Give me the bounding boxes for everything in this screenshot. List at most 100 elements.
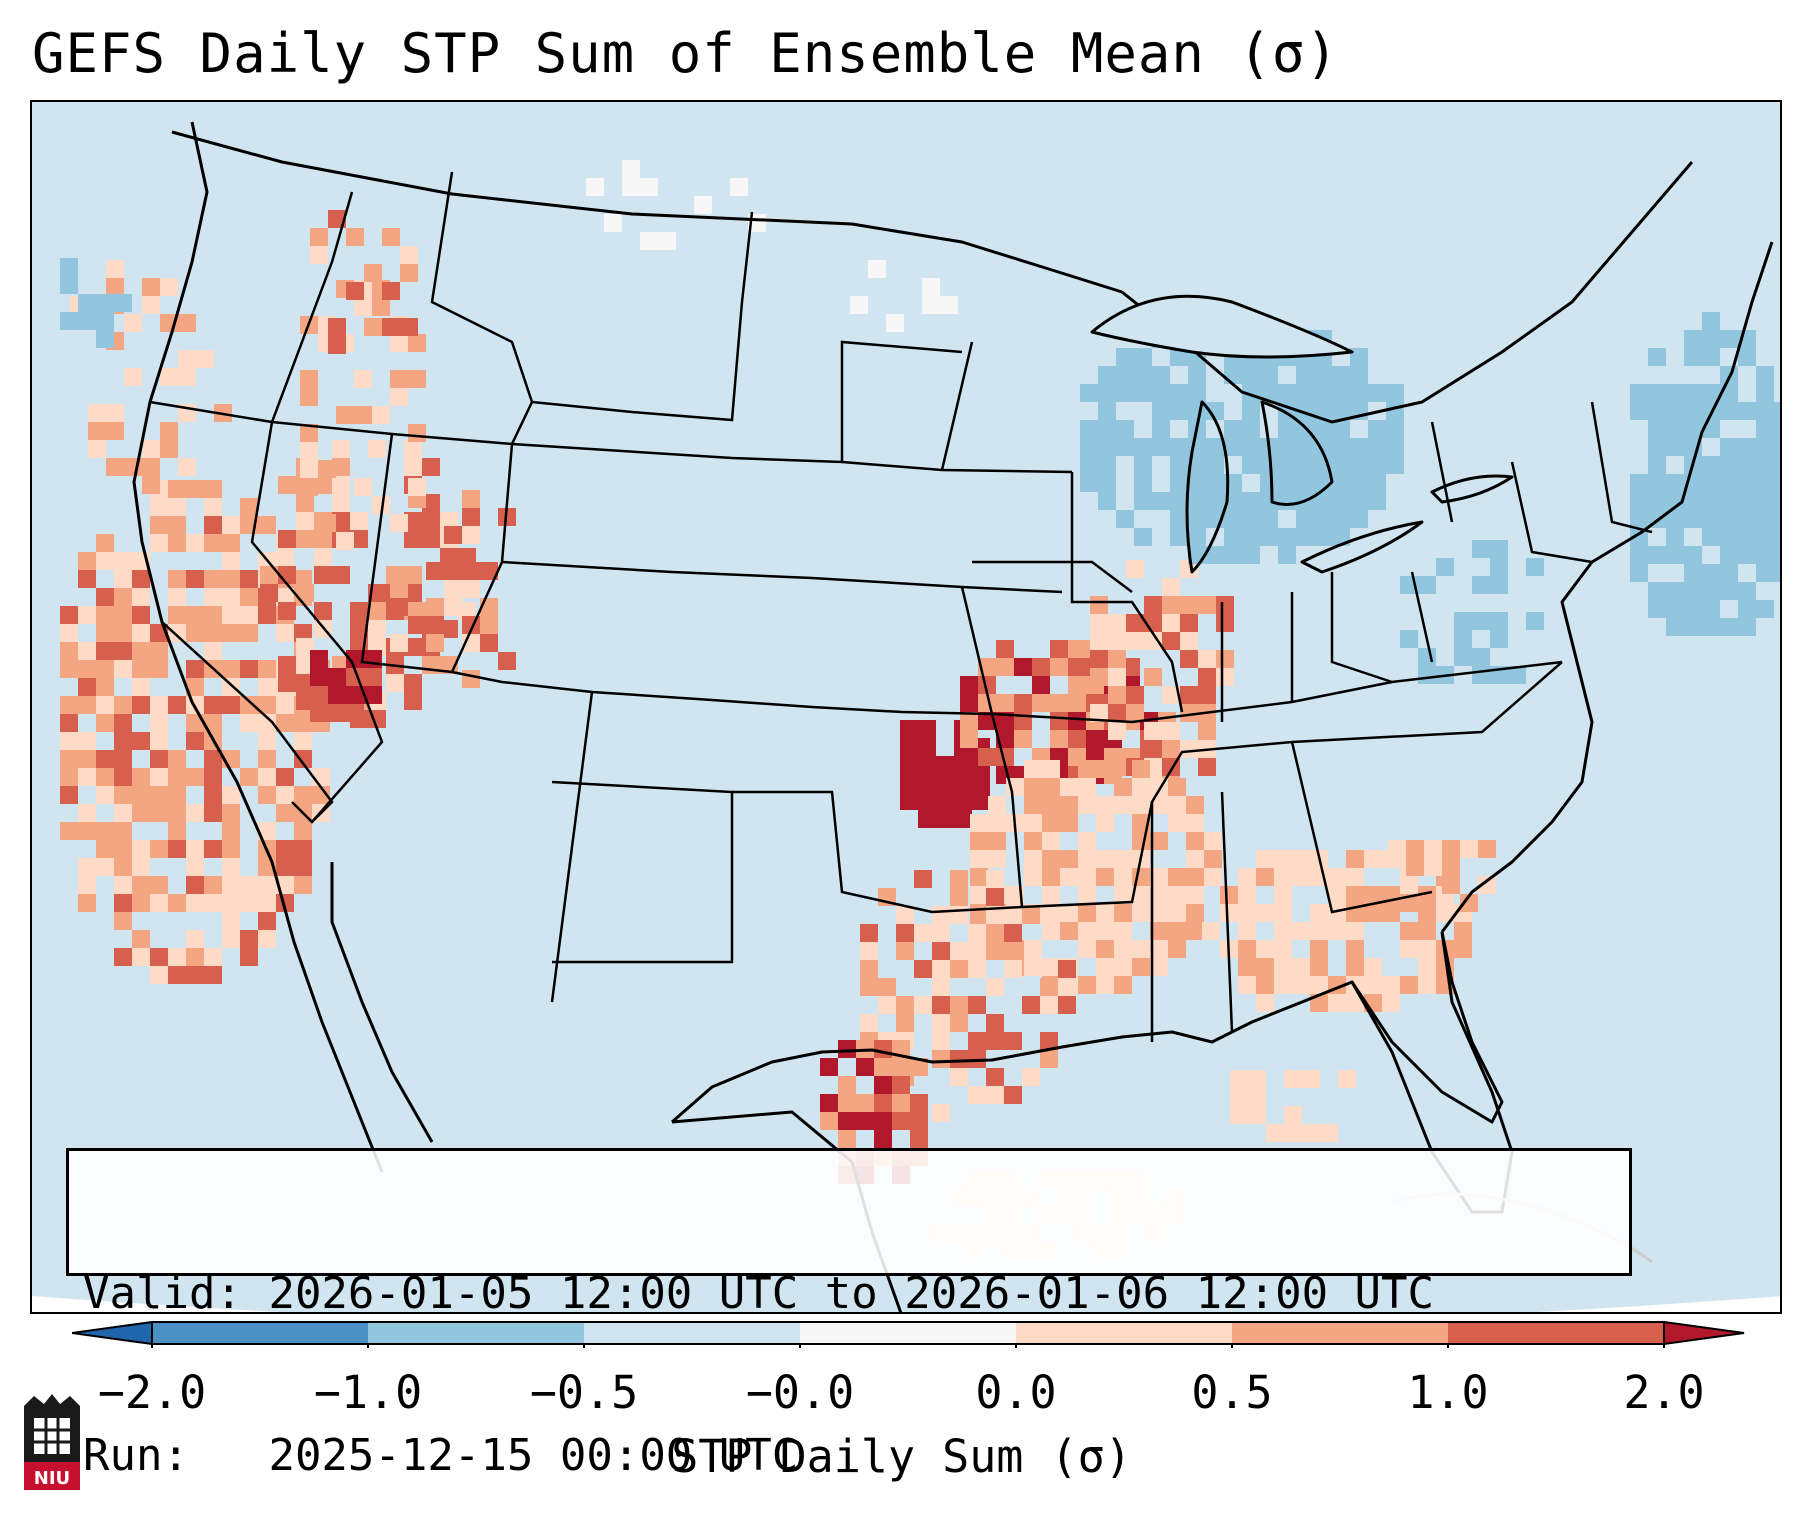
stp-cell bbox=[1332, 438, 1350, 456]
stp-cell bbox=[1388, 840, 1406, 858]
stp-cell bbox=[1738, 510, 1756, 528]
stp-cell bbox=[408, 424, 426, 442]
stp-cell bbox=[1224, 366, 1242, 384]
stp-cell bbox=[1096, 940, 1114, 958]
stp-cell bbox=[422, 530, 440, 548]
stp-cell bbox=[1198, 758, 1216, 776]
stp-cell bbox=[240, 894, 258, 912]
stp-cell bbox=[1472, 576, 1490, 594]
stp-cell bbox=[932, 942, 950, 960]
stp-cell bbox=[294, 786, 312, 804]
stp-cell bbox=[408, 478, 426, 496]
stp-cell bbox=[1296, 474, 1314, 492]
stp-cell bbox=[1720, 492, 1738, 510]
stp-cell bbox=[918, 738, 936, 756]
stp-cell bbox=[1278, 474, 1296, 492]
stp-cell bbox=[150, 516, 168, 534]
stp-cell bbox=[294, 822, 312, 840]
stp-cell bbox=[1702, 600, 1720, 618]
stp-cell bbox=[838, 1040, 856, 1058]
stp-cell bbox=[1454, 922, 1472, 940]
stp-cell bbox=[168, 624, 186, 642]
stp-cell bbox=[426, 616, 444, 634]
stp-cell bbox=[328, 336, 346, 354]
stp-cell bbox=[160, 440, 178, 458]
stp-cell bbox=[296, 584, 314, 602]
stp-cell bbox=[258, 714, 276, 732]
stp-cell bbox=[1206, 492, 1224, 510]
map-panel[interactable] bbox=[30, 100, 1782, 1314]
stp-cell bbox=[1238, 922, 1256, 940]
stp-cell bbox=[390, 634, 408, 652]
stp-cell bbox=[114, 294, 132, 312]
stp-cell bbox=[222, 786, 240, 804]
stp-cell bbox=[1774, 402, 1780, 420]
stp-cell bbox=[1702, 528, 1720, 546]
stp-cell bbox=[988, 832, 1006, 850]
stp-cell bbox=[276, 840, 294, 858]
stp-cell bbox=[932, 996, 950, 1014]
colorbar-tick-label: −1.0 bbox=[313, 1366, 423, 1419]
stp-cell bbox=[222, 804, 240, 822]
stp-cell bbox=[1032, 676, 1050, 694]
stp-cell bbox=[186, 930, 204, 948]
stp-cell bbox=[328, 704, 346, 722]
stp-cell bbox=[1418, 976, 1436, 994]
stp-cell bbox=[1364, 976, 1382, 994]
stp-cell bbox=[480, 634, 498, 652]
stp-cell bbox=[820, 1058, 838, 1076]
stp-cell bbox=[1060, 868, 1078, 886]
stp-cell bbox=[1040, 1050, 1058, 1068]
stp-cell bbox=[936, 792, 954, 810]
stp-cell bbox=[856, 1112, 874, 1130]
stp-cell bbox=[1186, 886, 1204, 904]
stp-cell bbox=[986, 1032, 1004, 1050]
stp-cell bbox=[986, 870, 1004, 888]
stp-cell bbox=[1180, 704, 1198, 722]
stp-cell bbox=[132, 696, 150, 714]
stp-cell bbox=[1442, 858, 1460, 876]
colorbar bbox=[72, 1320, 1745, 1348]
stp-cell bbox=[240, 606, 258, 624]
stp-cell bbox=[346, 686, 364, 704]
stp-cell bbox=[350, 620, 368, 638]
stp-cell bbox=[1144, 596, 1162, 614]
stp-cell bbox=[1684, 348, 1702, 366]
stp-cell bbox=[1738, 474, 1756, 492]
stp-cell bbox=[1152, 384, 1170, 402]
stp-cell bbox=[294, 624, 312, 642]
stp-cell bbox=[1114, 922, 1132, 940]
stp-cell bbox=[1684, 510, 1702, 528]
stp-cell bbox=[150, 696, 168, 714]
stp-cell bbox=[968, 924, 986, 942]
stp-cell bbox=[204, 966, 222, 984]
stp-cell bbox=[1090, 596, 1108, 614]
stp-cell bbox=[300, 424, 318, 442]
stp-cell bbox=[168, 588, 186, 606]
stp-cell bbox=[1168, 886, 1186, 904]
stp-cell bbox=[914, 870, 932, 888]
stp-cell bbox=[1364, 958, 1382, 976]
stp-cell bbox=[1004, 942, 1022, 960]
stp-cell bbox=[1242, 528, 1260, 546]
stp-cell bbox=[258, 822, 276, 840]
stp-cell bbox=[132, 930, 150, 948]
stp-cell bbox=[1666, 384, 1684, 402]
stp-cell bbox=[914, 960, 932, 978]
stp-cell bbox=[346, 704, 364, 722]
stp-cell bbox=[240, 876, 258, 894]
stp-cell bbox=[996, 712, 1014, 730]
stp-cell bbox=[586, 178, 604, 196]
stp-cell bbox=[296, 656, 314, 674]
stp-cell bbox=[1168, 904, 1186, 922]
stp-cell bbox=[1314, 402, 1332, 420]
stp-cell bbox=[404, 692, 422, 710]
stp-cell bbox=[1666, 546, 1684, 564]
stp-cell bbox=[1098, 366, 1116, 384]
stp-cell bbox=[874, 1094, 892, 1112]
stp-cell bbox=[1114, 886, 1132, 904]
stp-cell bbox=[1684, 546, 1702, 564]
stp-cell bbox=[382, 282, 400, 300]
stp-cell bbox=[1224, 528, 1242, 546]
stp-cell bbox=[96, 768, 114, 786]
